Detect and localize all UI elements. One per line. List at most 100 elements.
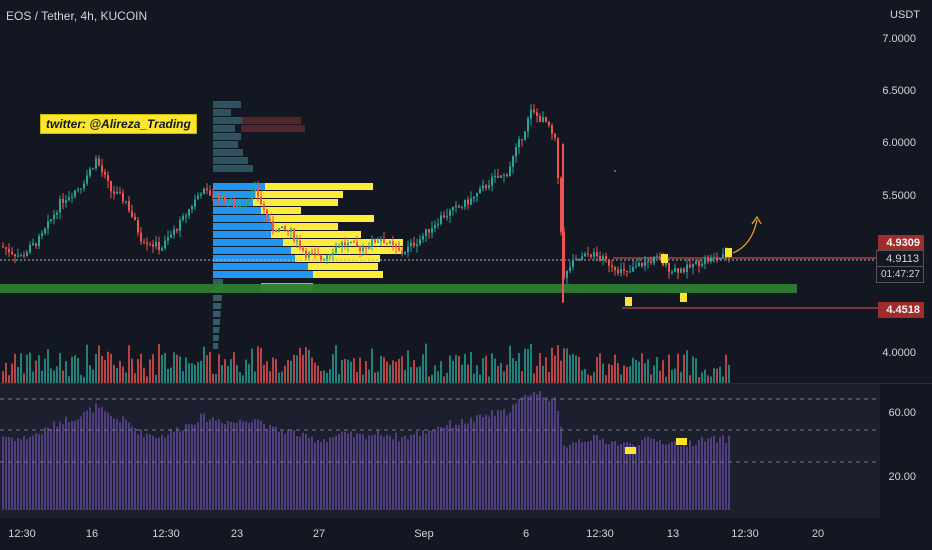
candle-body [140,232,142,242]
rsi-bar [509,412,511,510]
candle-body [194,199,196,207]
rsi-bar [164,437,166,510]
candle-body [356,242,358,246]
volume-bar [128,345,130,383]
candle-body [338,246,340,248]
symbol-title[interactable]: EOS / Tether, 4h, KUCOIN [6,9,148,23]
volume-bar [203,346,205,383]
candle-body [116,191,118,194]
candle-body [227,203,229,205]
candle-body [287,230,289,232]
rsi-bar [443,427,445,510]
twitter-tag[interactable]: twitter: @Alireza_Trading [40,114,197,134]
volume-bar [287,360,289,383]
volume-bar [170,367,172,383]
volume-bar [107,351,109,383]
rsi-bar [161,434,163,510]
rsi-bar [329,437,331,510]
candle-body [218,194,220,202]
volume-profile-bar [213,101,241,108]
candle-body [263,203,265,210]
candle-body [494,175,496,177]
candle-body [623,269,625,271]
candle-body [164,240,166,249]
rsi-bar [626,442,628,510]
candle-body [317,253,319,256]
candle-body [626,270,628,272]
candle-body [695,260,697,264]
candle-body [443,215,445,218]
candle-body [101,165,103,172]
candle-body [305,250,307,258]
rsi-bar [317,439,319,510]
rsi-bar [728,435,730,510]
rsi-bar [398,441,400,510]
volume-profile-bar [213,149,243,156]
volume-bar [479,374,481,383]
rsi-bar [602,438,604,510]
volume-bar [314,362,316,383]
volume-bar [197,362,199,383]
volume-bar [44,358,46,383]
volume-profile-bar [255,191,343,198]
candle-body [80,188,82,190]
rsi-bar [689,440,691,510]
candle-body [293,228,295,241]
rsi-bar [230,421,232,510]
volume-bar [683,354,685,383]
candle-body [608,259,610,266]
volume-bar [137,359,139,383]
candle-body [257,187,259,197]
price-tick: 6.0000 [882,137,916,149]
rsi-bar [116,418,118,510]
candle-body [302,247,304,251]
volume-bar [260,347,262,383]
rsi-bar [491,410,493,510]
rsi-bar [572,442,574,510]
volume-bar [563,348,565,383]
volume-bar [17,366,19,383]
volume-bar [716,368,718,383]
candle-body [635,266,637,268]
rsi-bar [542,397,544,510]
volume-bar [83,376,85,383]
candle-body [401,250,403,255]
rsi-bar [185,424,187,510]
rsi-bar [152,435,154,510]
volume-bar [50,368,52,383]
volume-bar [491,353,493,383]
volume-bar [437,371,439,383]
signal-marker [661,254,668,263]
rsi-bar [455,424,457,510]
candle-body [95,158,97,169]
candle-body [722,254,724,259]
rsi-bar [533,391,535,510]
candle-body [677,268,679,273]
volume-bar [581,370,583,383]
volume-profile-bar [308,263,378,270]
volume-profile-bar [271,231,361,238]
candle-body [239,205,241,207]
rsi-bar [221,423,223,510]
candle-body [344,242,346,246]
volume-profile-bar [213,191,255,198]
candle-body [35,243,37,247]
candle-body [473,196,475,199]
rsi-bar [383,437,385,510]
volume-profile-bar [291,247,403,254]
volume-profile-bar [213,231,271,238]
volume-bar [119,360,121,383]
volume-bar [665,376,667,383]
rsi-bar [362,433,364,510]
candle-body [131,210,133,217]
candle-body [266,209,268,219]
rsi-bar [113,418,115,510]
volume-bar [359,357,361,383]
rsi-bar [179,431,181,510]
rsi-bar [500,410,502,510]
rsi-bar [110,416,112,510]
rsi-bar [377,429,379,510]
volume-bar [182,371,184,383]
